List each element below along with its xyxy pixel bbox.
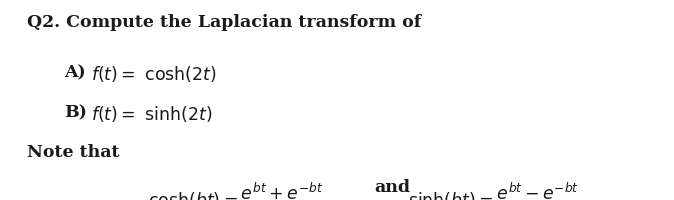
Text: Note that: Note that: [27, 144, 119, 161]
Text: $\cosh(bt) = \dfrac{e^{bt}+e^{-bt}}{2}$: $\cosh(bt) = \dfrac{e^{bt}+e^{-bt}}{2}$: [148, 180, 324, 200]
Text: $\sinh(bt) = \dfrac{e^{bt}-e^{-bt}}{2}.$: $\sinh(bt) = \dfrac{e^{bt}-e^{-bt}}{2}.$: [408, 180, 585, 200]
Text: Q2. Compute the Laplacian transform of: Q2. Compute the Laplacian transform of: [27, 14, 421, 31]
Text: $f(t) = \ \sinh(2t)$: $f(t) = \ \sinh(2t)$: [91, 104, 212, 124]
Text: $f(t) = \ \cosh(2t)$: $f(t) = \ \cosh(2t)$: [91, 64, 216, 84]
Text: B): B): [64, 104, 87, 121]
Text: A): A): [64, 64, 86, 81]
Text: and: and: [374, 179, 410, 196]
